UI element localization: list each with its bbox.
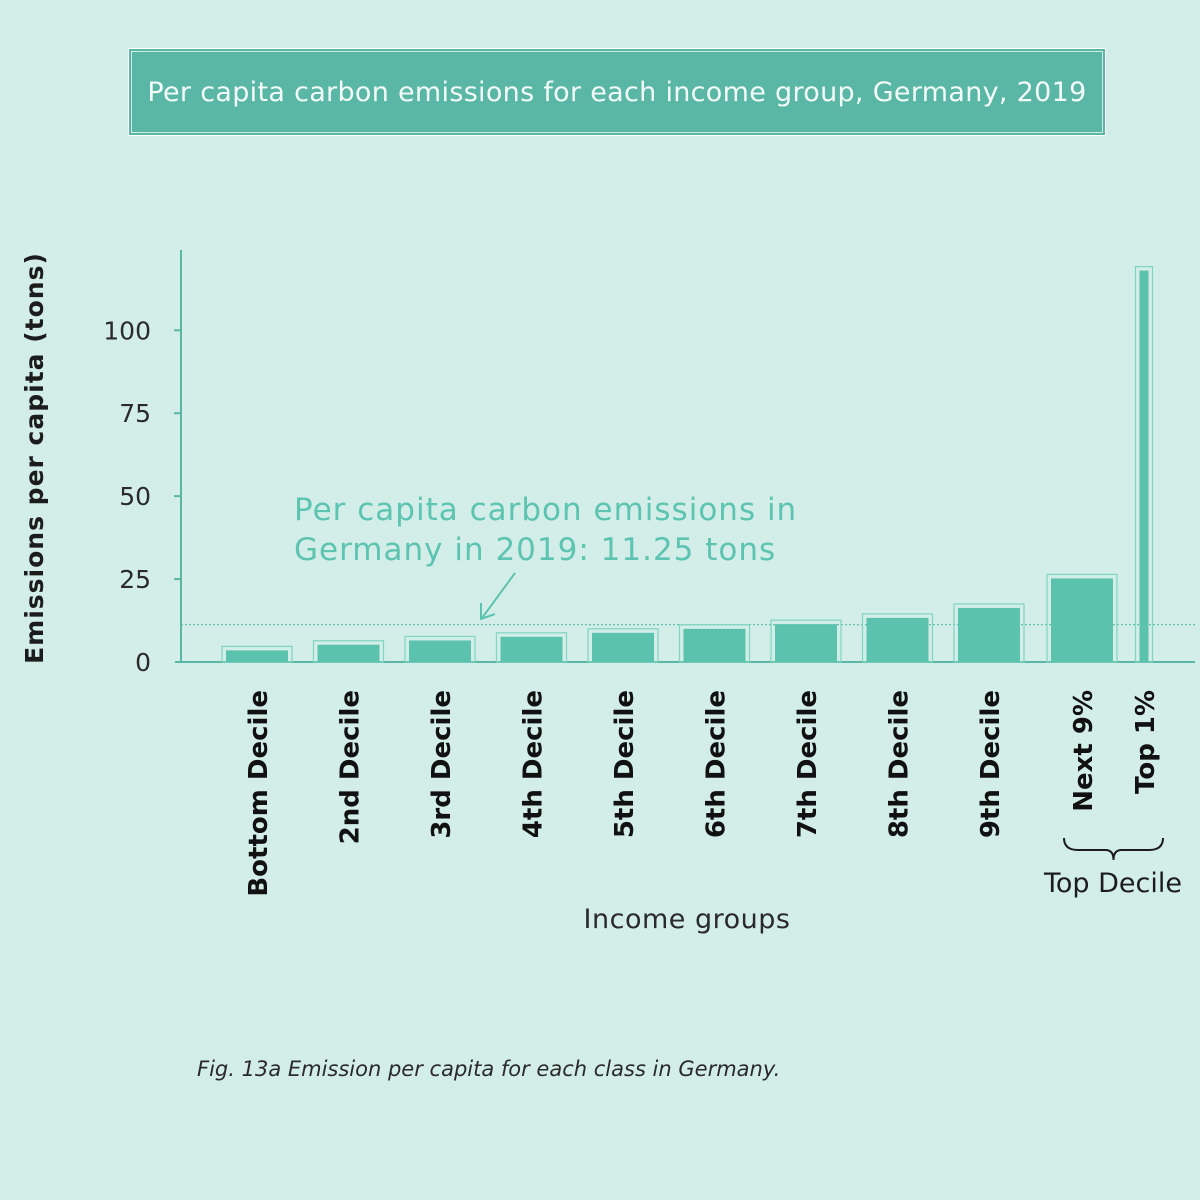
annotation-arrow-shaft [481, 572, 516, 619]
x-tick-labels: Bottom Decile 2nd Decile 3rd Decile 4th Dec… [244, 690, 1161, 897]
top-decile-brace [1063, 837, 1164, 861]
bar [409, 640, 471, 662]
bars [221, 265, 1154, 663]
y-tick-label: 0 [135, 648, 151, 677]
bar [775, 624, 837, 662]
bar [317, 644, 380, 662]
x-tick-label: 8th Decile [885, 690, 915, 838]
bar [958, 607, 1020, 662]
bar [683, 628, 746, 662]
bar [226, 650, 288, 662]
bar [866, 617, 929, 662]
x-tick-label: 4th Decile [519, 690, 549, 838]
annotation-line-2: Germany in 2019: 11.25 tons [294, 532, 776, 568]
bar [1139, 270, 1149, 662]
y-tick-label: 50 [119, 482, 151, 511]
y-tick-label: 25 [119, 565, 151, 594]
x-tick-label: 2nd Decile [336, 690, 366, 844]
annotation: Per capita carbon emissions in Germany in… [294, 492, 797, 621]
bar [592, 632, 654, 662]
x-tick-label: 3rd Decile [427, 690, 457, 839]
bar [1051, 578, 1113, 662]
y-tick-label: 75 [119, 399, 151, 428]
y-axis: 0 25 50 75 100 [103, 250, 1195, 677]
x-tick-label: 6th Decile [702, 690, 732, 838]
x-axis-label: Income groups [584, 904, 791, 935]
x-tick-label: Top 1% [1131, 690, 1161, 794]
chart-title-box: Per capita carbon emissions for each inc… [128, 48, 1106, 136]
annotation-line-1: Per capita carbon emissions in [294, 492, 797, 528]
x-tick-label: Bottom Decile [244, 690, 274, 897]
chart-title: Per capita carbon emissions for each inc… [147, 76, 1087, 108]
x-tick-label: 9th Decile [976, 690, 1006, 838]
y-tick-label: 100 [103, 316, 151, 345]
top-decile-label: Top Decile [1043, 868, 1182, 899]
bar [500, 636, 563, 662]
x-tick-label: 5th Decile [610, 690, 640, 838]
x-tick-label: Next 9% [1069, 690, 1099, 812]
x-tick-label: 7th Decile [793, 690, 823, 838]
figure-caption: Fig. 13a Emission per capita for each cl… [197, 1057, 781, 1081]
brace-path [1063, 837, 1164, 861]
y-axis-label: Emissions per capita (tons) [20, 252, 49, 664]
annotation-arrow-head [480, 603, 496, 621]
